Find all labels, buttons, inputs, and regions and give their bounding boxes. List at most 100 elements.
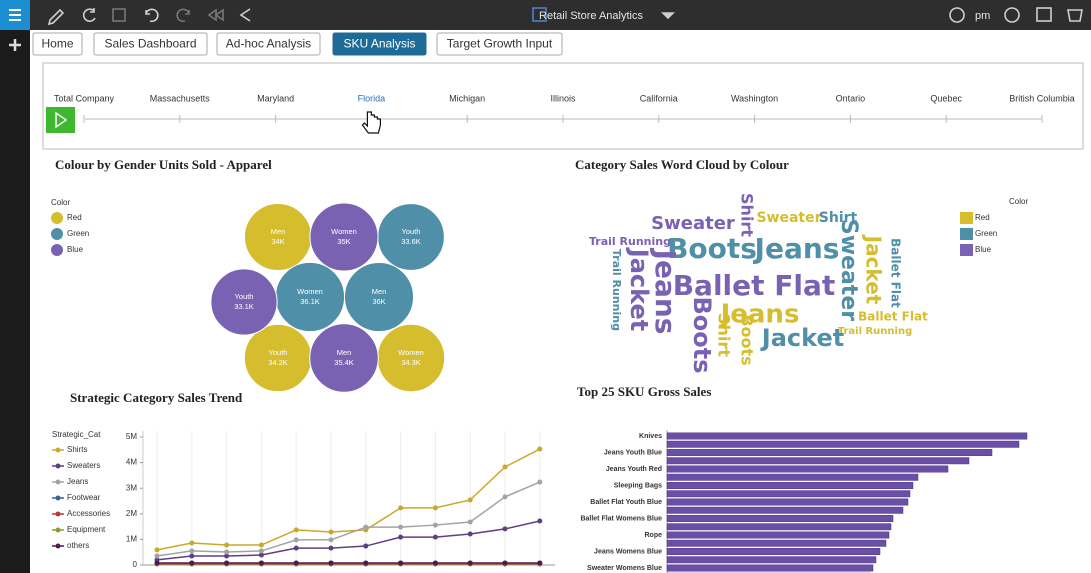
data-point [502,464,508,470]
data-point [154,547,160,553]
slider-location[interactable]: Washington [731,93,778,103]
legend-label: Green [975,229,997,238]
data-point [363,543,369,549]
slider-location[interactable]: Massachusetts [150,93,211,103]
legend-label: Accessories [67,509,110,518]
refresh-icon[interactable] [82,8,96,22]
play-button[interactable] [46,107,75,133]
bar [666,432,1028,440]
slider-location[interactable]: Maryland [257,93,294,103]
legend-swatch [960,244,973,256]
legend-swatch [960,228,973,240]
help-icon[interactable] [1004,7,1020,23]
data-point [502,560,508,566]
bar [666,564,874,572]
data-point [432,522,438,528]
legend-dot [55,511,61,517]
cloud-word: Jeans [753,232,840,265]
data-point [328,529,334,535]
bubble-value: 33.6K [401,237,421,246]
share-icon[interactable] [239,8,251,22]
bubble-value: 34K [271,237,284,246]
data-point [432,560,438,566]
data-point [398,505,404,511]
store-icon[interactable] [1067,9,1083,22]
bubble [210,268,278,336]
dropdown-icon[interactable] [661,12,675,20]
data-point [502,526,508,532]
data-point [363,524,369,530]
slider-location[interactable]: Total Company [54,93,115,103]
legend-dot [55,527,61,533]
series-line [156,481,541,557]
series-line [156,448,541,551]
legend-swatch [51,212,63,224]
play-icon [55,111,68,129]
bar [666,506,904,514]
redo-icon[interactable] [176,8,190,23]
bubble-label: Women [331,227,357,236]
slider-location[interactable]: British Columbia [1009,93,1075,103]
data-point [537,479,543,485]
data-point [328,537,334,543]
bubble-label: Youth [235,292,254,301]
data-point [467,531,473,537]
slider-panel [42,62,1084,150]
tab[interactable] [216,32,321,56]
bar [666,548,881,555]
bubble-label: Youth [269,348,288,357]
bar [666,531,890,539]
undo-icon[interactable] [145,8,159,23]
cloud-word: Sweater [651,213,735,234]
cloud-word: Sweater [836,219,861,321]
legend-label: Green [67,229,89,238]
slider-location[interactable]: Michigan [449,93,485,103]
cloud-word: Boots [738,314,757,365]
bar [666,498,909,506]
legend-label: Red [975,213,990,222]
data-point [189,560,195,566]
slider-location[interactable]: Quebec [930,93,962,103]
y-tick-label: Jeans Womens Blue [594,548,662,555]
data-point [189,548,195,554]
tab[interactable] [93,32,208,56]
cloud-word: Trail Running [589,235,671,248]
bar [666,490,911,498]
add-button[interactable] [9,39,21,51]
legend-label: Blue [67,245,84,254]
data-point [432,505,438,511]
rewind-icon[interactable] [207,8,224,22]
legend-title: Strategic_Cat [52,430,101,439]
slider-location[interactable]: Illinois [550,93,576,103]
legend-label: Jeans [67,477,88,486]
save-icon[interactable] [112,8,126,22]
user-icon[interactable] [949,7,965,23]
tab-label: Home [41,37,73,51]
bubble-label: Men [372,287,387,296]
data-point [537,560,543,566]
slider-location[interactable]: Ontario [836,93,866,103]
view-icon[interactable] [1036,7,1052,22]
y-tick-label: Ballet Flat Youth Blue [590,499,662,506]
y-tick-label: Jeans Youth Blue [604,449,662,456]
edit-icon[interactable] [47,8,65,26]
bar [666,515,894,522]
cloud-word: Shirt [819,210,858,226]
chart-title: Category Sales Word Cloud by Colour [575,157,789,172]
slider-location[interactable]: Florida [358,93,386,103]
tab-label: Sales Dashboard [104,37,196,51]
tab-label: SKU Analysis [343,37,415,51]
tab[interactable] [436,32,563,56]
slider-location[interactable]: California [640,93,678,103]
app-icon [532,7,547,22]
tab[interactable] [332,32,427,56]
data-point [224,553,230,559]
data-point [224,542,230,548]
tab[interactable] [32,32,83,56]
legend-title: Color [51,198,70,207]
bubble-value: 36K [372,297,385,306]
legend-label: Sweaters [67,461,100,470]
y-tick-label: 5M [126,432,137,441]
data-point [293,537,299,543]
chart-title: Strategic Category Sales Trend [70,390,243,405]
